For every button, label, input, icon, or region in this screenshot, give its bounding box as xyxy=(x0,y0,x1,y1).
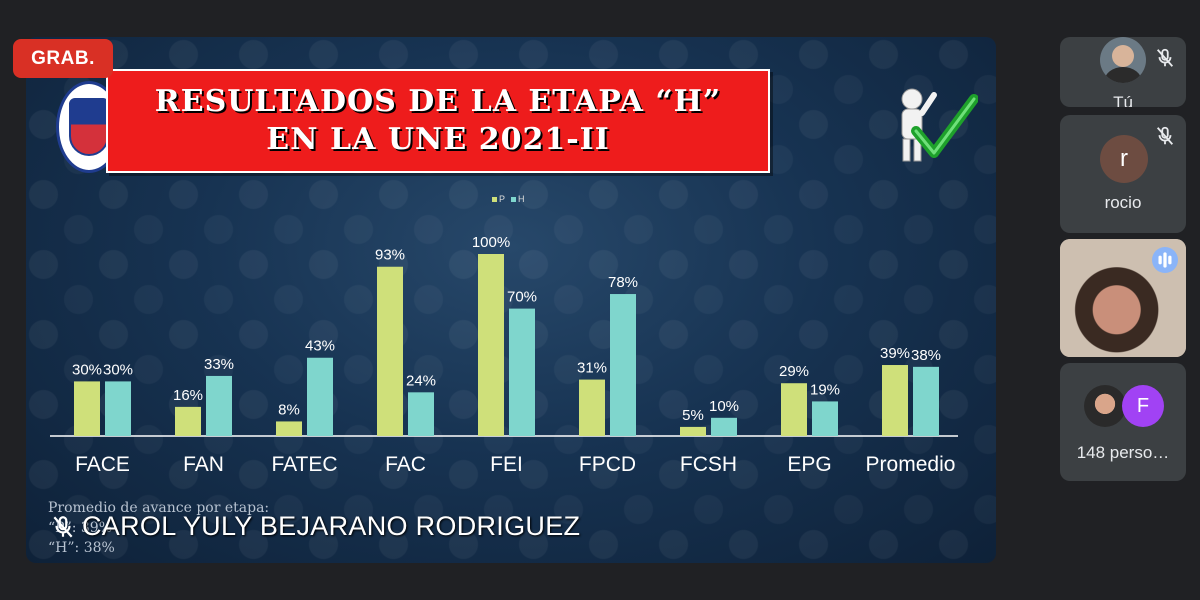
bar-h-fac xyxy=(408,392,434,436)
average-note-title: Promedio de avance por etapa: xyxy=(48,500,270,516)
chart-legend: P H xyxy=(492,194,525,204)
data-label-h-fpcd: 78% xyxy=(608,274,638,291)
bar-h-fpcd xyxy=(610,294,636,436)
tick-label-face: FACE xyxy=(75,453,130,476)
average-note-h: “H”: 38% xyxy=(48,540,115,556)
mic-off-icon xyxy=(1156,48,1174,67)
data-label-h-epg: 19% xyxy=(810,381,840,398)
bar-p-fcsh xyxy=(680,426,706,436)
data-label-p-fei: 100% xyxy=(472,234,510,251)
tick-label-fatec: FATEC xyxy=(271,453,337,476)
data-label-h-fatec: 43% xyxy=(305,338,335,355)
audio-level-icon xyxy=(1152,247,1178,273)
data-label-h-fan: 33% xyxy=(204,356,234,373)
data-label-h-face: 30% xyxy=(103,361,133,378)
bar-p-epg xyxy=(781,383,807,436)
bar-h-fatec xyxy=(307,357,333,436)
bar-p-fatec xyxy=(276,421,302,436)
data-label-h-promedio: 38% xyxy=(911,347,941,364)
data-label-p-fan: 16% xyxy=(173,387,203,404)
bar-h-promedio xyxy=(913,366,939,436)
bar-h-fan xyxy=(206,375,232,436)
tick-label-fpcd: FPCD xyxy=(579,453,636,476)
bar-p-fei xyxy=(478,254,504,436)
participant-tile-rocio[interactable]: r rocio xyxy=(1060,115,1186,233)
participant-tile-carol[interactable] xyxy=(1060,239,1186,357)
others-avatar-photo xyxy=(1084,385,1126,427)
bar-h-epg xyxy=(812,401,838,436)
bar-chart: 30% 30% FACE 16%33% FAN 8% 43% FATEC 93% 24% FAC 10… xyxy=(50,234,958,476)
slide-title-line1: RESULTADOS DE LA ETAPA “H” xyxy=(154,84,722,119)
bar-p-fan xyxy=(175,406,201,436)
bar-p-fpcd xyxy=(579,379,605,436)
slide-title-line2: EN LA UNE 2021-II xyxy=(266,122,610,157)
bar-p-fac xyxy=(377,266,403,436)
bar-p-face xyxy=(74,381,100,436)
others-avatar-letter: F xyxy=(1122,385,1164,427)
bar-h-face xyxy=(105,381,131,436)
self-avatar xyxy=(1100,37,1146,83)
data-label-p-fatec: 8% xyxy=(278,401,300,418)
data-label-h-fac: 24% xyxy=(406,372,436,389)
mic-off-icon xyxy=(53,515,73,537)
data-label-p-epg: 29% xyxy=(779,363,809,380)
participant-tile-self[interactable]: Tú xyxy=(1060,37,1186,107)
presentation-view: RESULTADOS DE LA ETAPA “H” EN LA UNE 202… xyxy=(26,37,996,563)
bar-p-promedio xyxy=(882,365,908,436)
tick-label-fan: FAN xyxy=(183,453,224,476)
data-label-p-fac: 93% xyxy=(375,247,405,264)
participant-tile-others[interactable]: F 148 perso… xyxy=(1060,363,1186,481)
tick-label-fcsh: FCSH xyxy=(680,453,737,476)
data-label-p-fcsh: 5% xyxy=(682,407,704,424)
tick-label-promedio: Promedio xyxy=(866,453,956,476)
rocio-name: rocio xyxy=(1104,193,1142,212)
self-label: Tú xyxy=(1113,93,1133,107)
recording-badge: GRAB. xyxy=(13,39,113,78)
rocio-avatar: r xyxy=(1100,135,1148,183)
tick-label-epg: EPG xyxy=(787,453,831,476)
legend-item-h: H xyxy=(511,194,525,204)
speaker-name-overlay: CAROL YULY BEJARANO RODRIGUEZ xyxy=(50,511,580,542)
checkmark-mascot-icon xyxy=(901,88,978,162)
data-label-p-fpcd: 31% xyxy=(577,360,607,377)
tick-label-fei: FEI xyxy=(490,453,523,476)
bar-h-fei xyxy=(509,308,535,436)
slide-title-box: RESULTADOS DE LA ETAPA “H” EN LA UNE 202… xyxy=(106,69,770,173)
data-label-h-fcsh: 10% xyxy=(709,398,739,415)
legend-item-p: P xyxy=(492,194,505,204)
data-label-p-promedio: 39% xyxy=(880,345,910,362)
speaker-name: CAROL YULY BEJARANO RODRIGUEZ xyxy=(82,511,581,541)
bar-h-fcsh xyxy=(711,417,737,436)
others-count-label: 148 perso… xyxy=(1076,443,1170,462)
data-label-h-fei: 70% xyxy=(507,289,537,306)
mic-off-icon xyxy=(1156,126,1174,145)
data-label-p-face: 30% xyxy=(72,361,102,378)
tick-label-fac: FAC xyxy=(385,453,426,476)
